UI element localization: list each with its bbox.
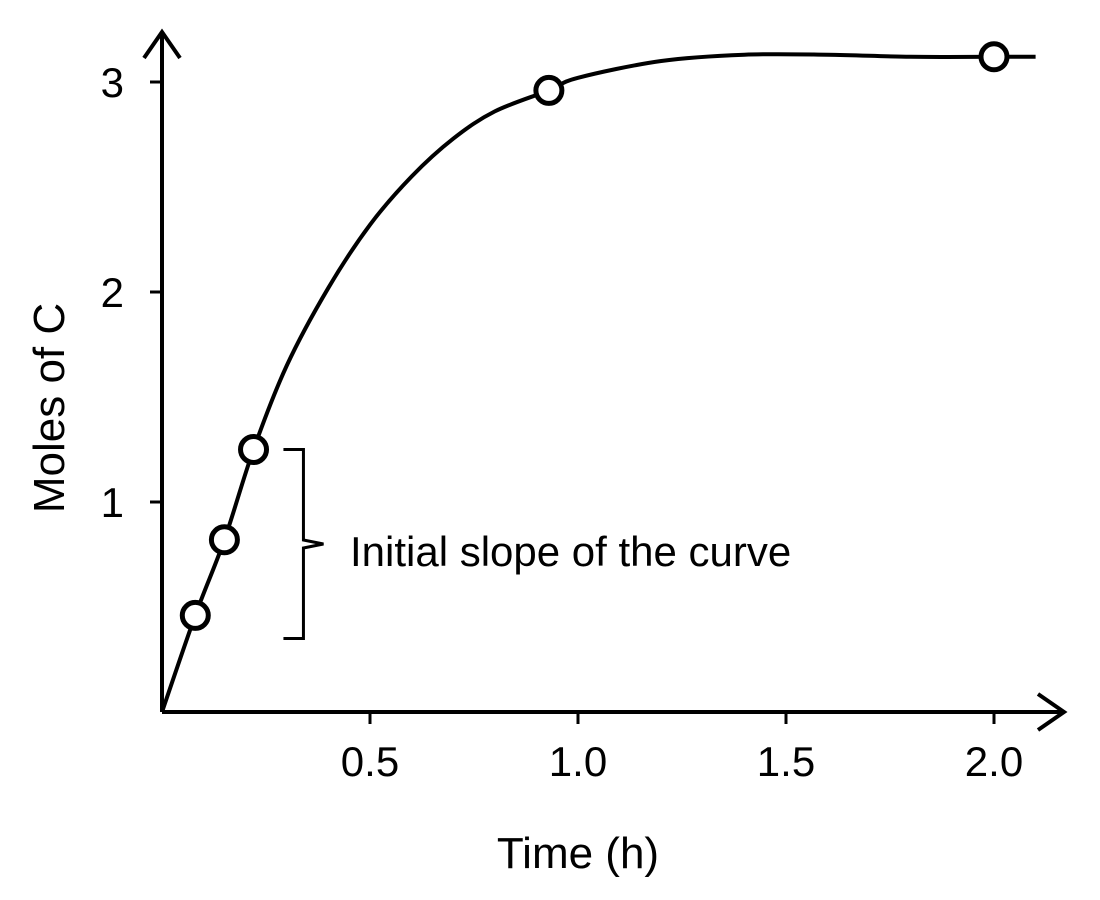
x-tick-label: 0.5 <box>341 738 399 785</box>
slope-bracket <box>283 448 324 640</box>
x-tick-label: 1.0 <box>549 738 607 785</box>
x-tick-label: 1.5 <box>757 738 815 785</box>
data-point <box>208 524 240 556</box>
fitted-curve-layer <box>160 52 1036 713</box>
y-tick-label: 2 <box>101 269 124 316</box>
axes <box>142 28 1068 732</box>
y-tick-label: 3 <box>101 59 124 106</box>
y-tick-label: 1 <box>101 479 124 526</box>
annotation-label: Initial slope of the curve <box>350 528 791 575</box>
y-axis-arrowhead <box>142 28 182 60</box>
fitted-curve <box>160 52 1036 713</box>
data-points-layer <box>179 41 1010 631</box>
y-axis-label: Moles of C <box>25 303 74 513</box>
data-point <box>978 41 1010 73</box>
data-point <box>533 74 565 106</box>
data-point <box>179 599 211 631</box>
ticks: 0.5 1.0 1.5 2.0 1 2 3 <box>101 59 1024 785</box>
annotation-layer <box>283 448 324 640</box>
x-axis-label: Time (h) <box>497 829 659 878</box>
data-point <box>238 434 270 465</box>
x-axis-arrowhead <box>1036 692 1068 732</box>
x-tick-label: 2.0 <box>965 738 1023 785</box>
